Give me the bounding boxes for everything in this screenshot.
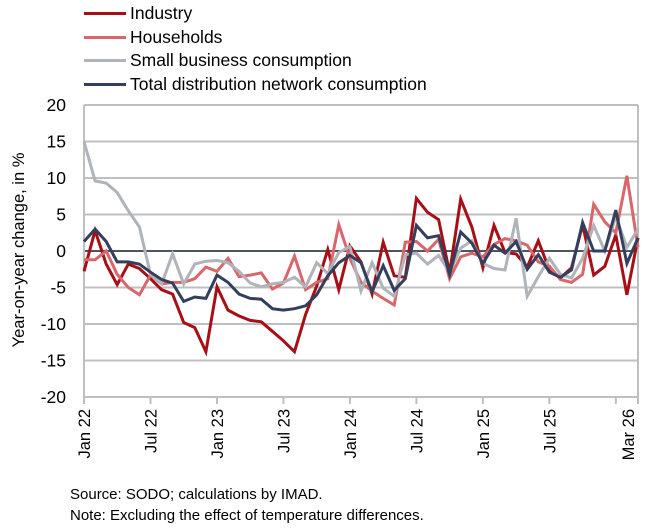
series-lines [82,141,640,357]
y-axis-label: Year-on-year change, in % [10,152,28,347]
y-tick-label: 20 [47,95,67,115]
legend-item-small-business: Small business consumption [84,49,427,73]
y-tick-label: 15 [47,132,66,152]
x-tick-labels: Jan 22 Jul 22 Jan 23 Jul 23 Jan 24 Jul 24 Jan … [76,409,638,460]
y-tick-label: -10 [41,314,67,334]
x-tick-label: Jan 24 [342,409,360,459]
footnote: Note: Excluding the effect of temperatur… [70,507,424,524]
legend-swatch [84,35,126,39]
x-tick-label: Jan 22 [76,409,94,459]
legend-swatch [84,12,126,16]
y-tick-label: -20 [41,387,67,407]
legend-label: Industry [130,3,193,23]
chart-notes: Source: SODO; calculations by IMAD. Note… [70,484,424,526]
y-tick-label: -5 [50,278,66,298]
legend-swatch [84,59,126,63]
series-line-total-distribution-network-consumption [82,209,640,312]
x-tick-label: Jan 23 [209,409,227,459]
gridlines [84,104,638,398]
y-tick-labels: 20 15 10 5 0 -5 -10 -15 -20 [41,95,67,407]
x-tick-label: Jul 24 [408,409,426,453]
y-tick-label: -15 [41,351,66,371]
legend-label: Small business consumption [130,50,352,70]
legend: Industry Households Small business consu… [84,2,427,96]
legend-item-total-distribution: Total distribution network consumption [84,73,427,97]
x-tick-label: Mar 26 [620,409,638,460]
x-tick-label: Jul 22 [142,409,160,453]
x-tick-label: Jan 25 [475,409,493,459]
x-tick-label: Jul 25 [541,409,559,453]
y-tick-label: 5 [56,205,66,225]
x-tick-label: Jul 23 [275,409,293,453]
axes [83,105,639,404]
y-tick-label: 0 [56,241,66,261]
legend-label: Total distribution network consumption [130,73,427,94]
source-note: Source: SODO; calculations by IMAD. [70,486,323,503]
legend-label: Households [130,26,223,47]
legend-item-industry: Industry [84,2,427,26]
y-tick-label: 10 [47,168,67,188]
legend-swatch [84,82,126,86]
legend-item-households: Households [84,26,427,50]
